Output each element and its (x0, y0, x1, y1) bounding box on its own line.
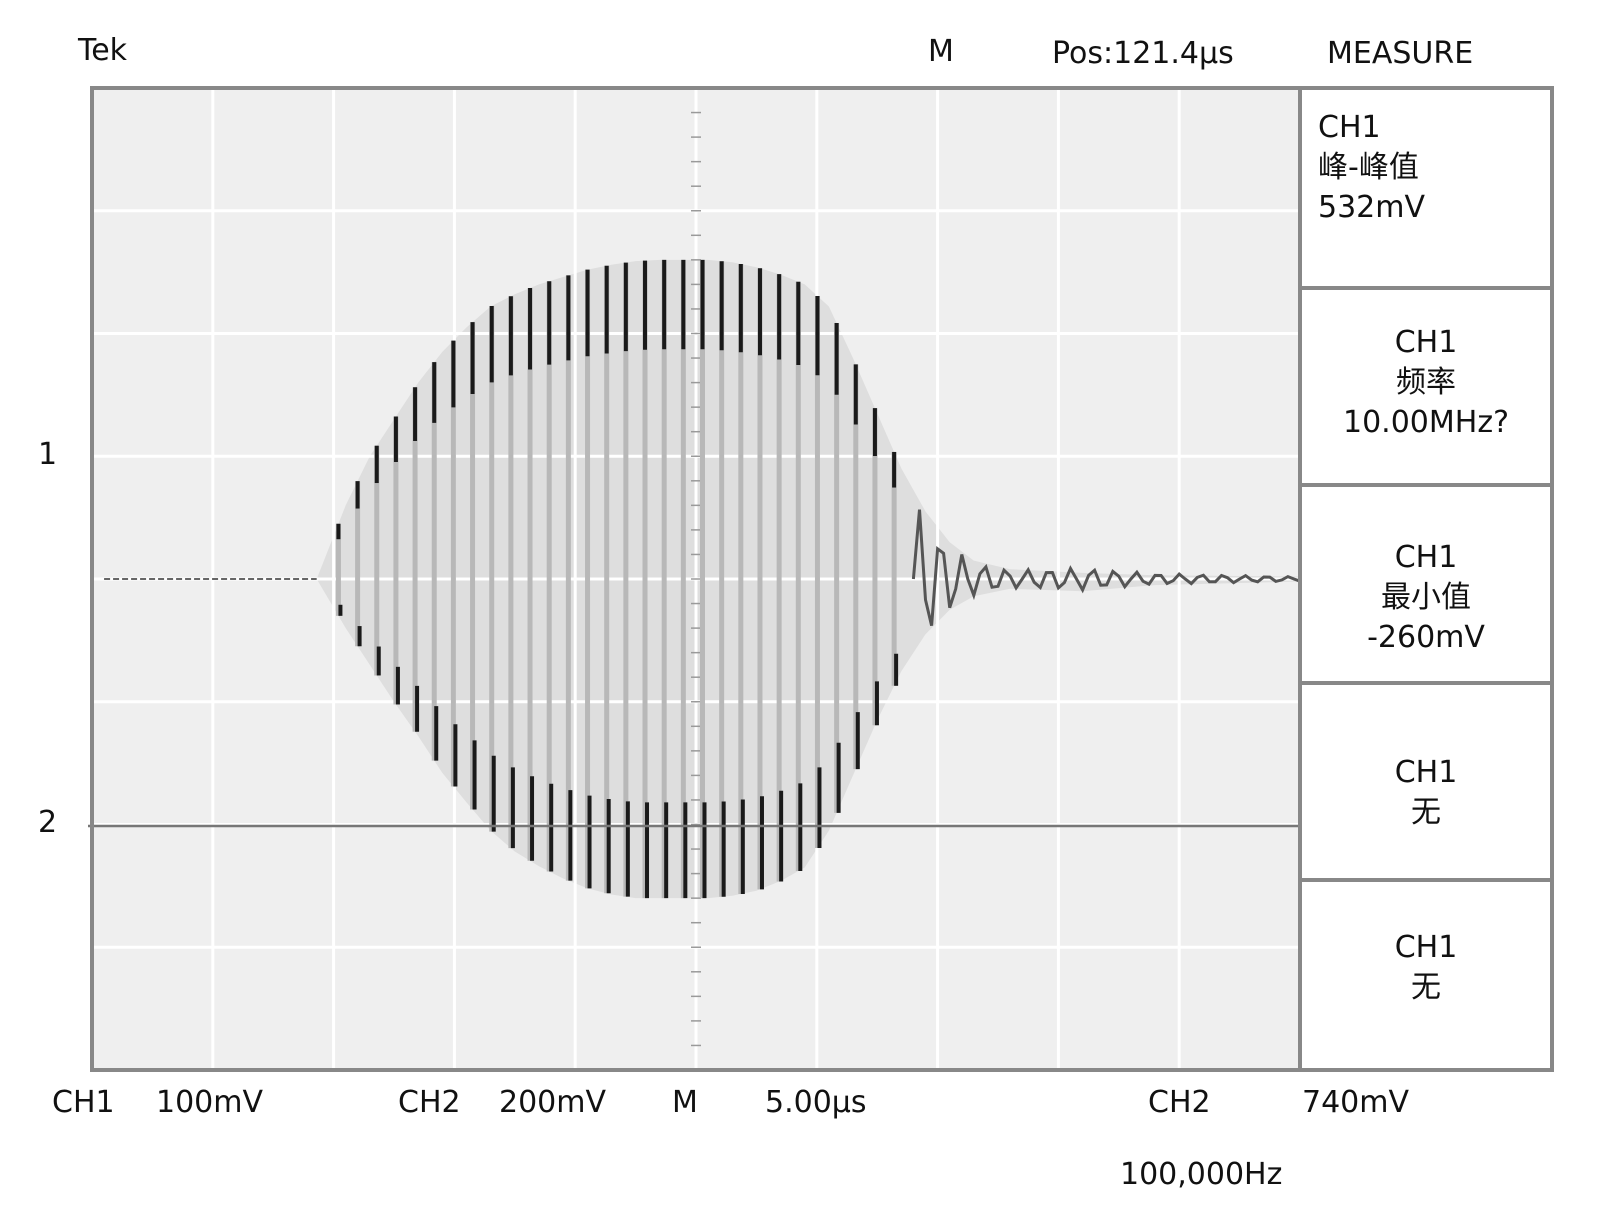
measure-slot-1[interactable]: CH1 峰-峰值 532mV (1318, 108, 1518, 228)
ch2-ground-marker: 2 (38, 805, 58, 840)
measure-panel-box (1298, 86, 1554, 1072)
graticule-grid (92, 87, 1300, 1071)
trigger-source: CH2 (1148, 1085, 1211, 1120)
measure-slot-5-name: 无 (1411, 970, 1441, 1005)
ch1-trace-layer (104, 259, 1301, 899)
measure-menu-title: MEASURE (1327, 36, 1474, 71)
ch2-label: CH2 (398, 1085, 461, 1120)
measure-slot-1-channel: CH1 (1318, 110, 1381, 145)
brand-label: Tek (78, 33, 128, 68)
measure-slot-3-value: -260mV (1367, 620, 1485, 655)
measure-slot-3-channel: CH1 (1394, 540, 1458, 575)
ch1-ringing-tail (911, 509, 1301, 626)
measure-slot-4-name: 无 (1411, 795, 1441, 830)
measure-slot-4-channel: CH1 (1394, 755, 1458, 790)
ch2-scale: 200mV (499, 1085, 607, 1120)
measure-slot-1-name: 峰-峰值 (1318, 150, 1419, 185)
position-readout: Pos:121.4µs (1052, 36, 1234, 71)
ch1-ground-marker: 1 (38, 437, 58, 472)
measure-slot-5-channel: CH1 (1394, 930, 1458, 965)
measure-slot-5[interactable]: CH1 无 (1300, 928, 1552, 1008)
measure-slot-2-name: 频率 (1396, 365, 1456, 400)
measure-slot-2[interactable]: CH1 频率 10.00MHz? (1300, 323, 1552, 443)
measure-slot-3[interactable]: CH1 最小值 -260mV (1300, 538, 1552, 658)
measure-slot-2-value: 10.00MHz? (1343, 405, 1509, 440)
measure-slot-3-name: 最小值 (1381, 580, 1471, 615)
timebase-scale: 5.00µs (765, 1085, 867, 1120)
measure-slot-1-value: 532mV (1318, 190, 1426, 225)
trigger-frequency: 100,000Hz (1120, 1157, 1283, 1192)
measure-slot-4[interactable]: CH1 无 (1300, 753, 1552, 833)
measure-slot-2-channel: CH1 (1394, 325, 1458, 360)
measure-panel-frame (1298, 86, 1554, 1072)
ch1-scale: 100mV (156, 1085, 264, 1120)
ch1-label: CH1 (52, 1085, 115, 1120)
mode-label: M (928, 34, 954, 69)
trigger-level: 740mV (1302, 1085, 1410, 1120)
timebase-label: M (672, 1085, 698, 1120)
